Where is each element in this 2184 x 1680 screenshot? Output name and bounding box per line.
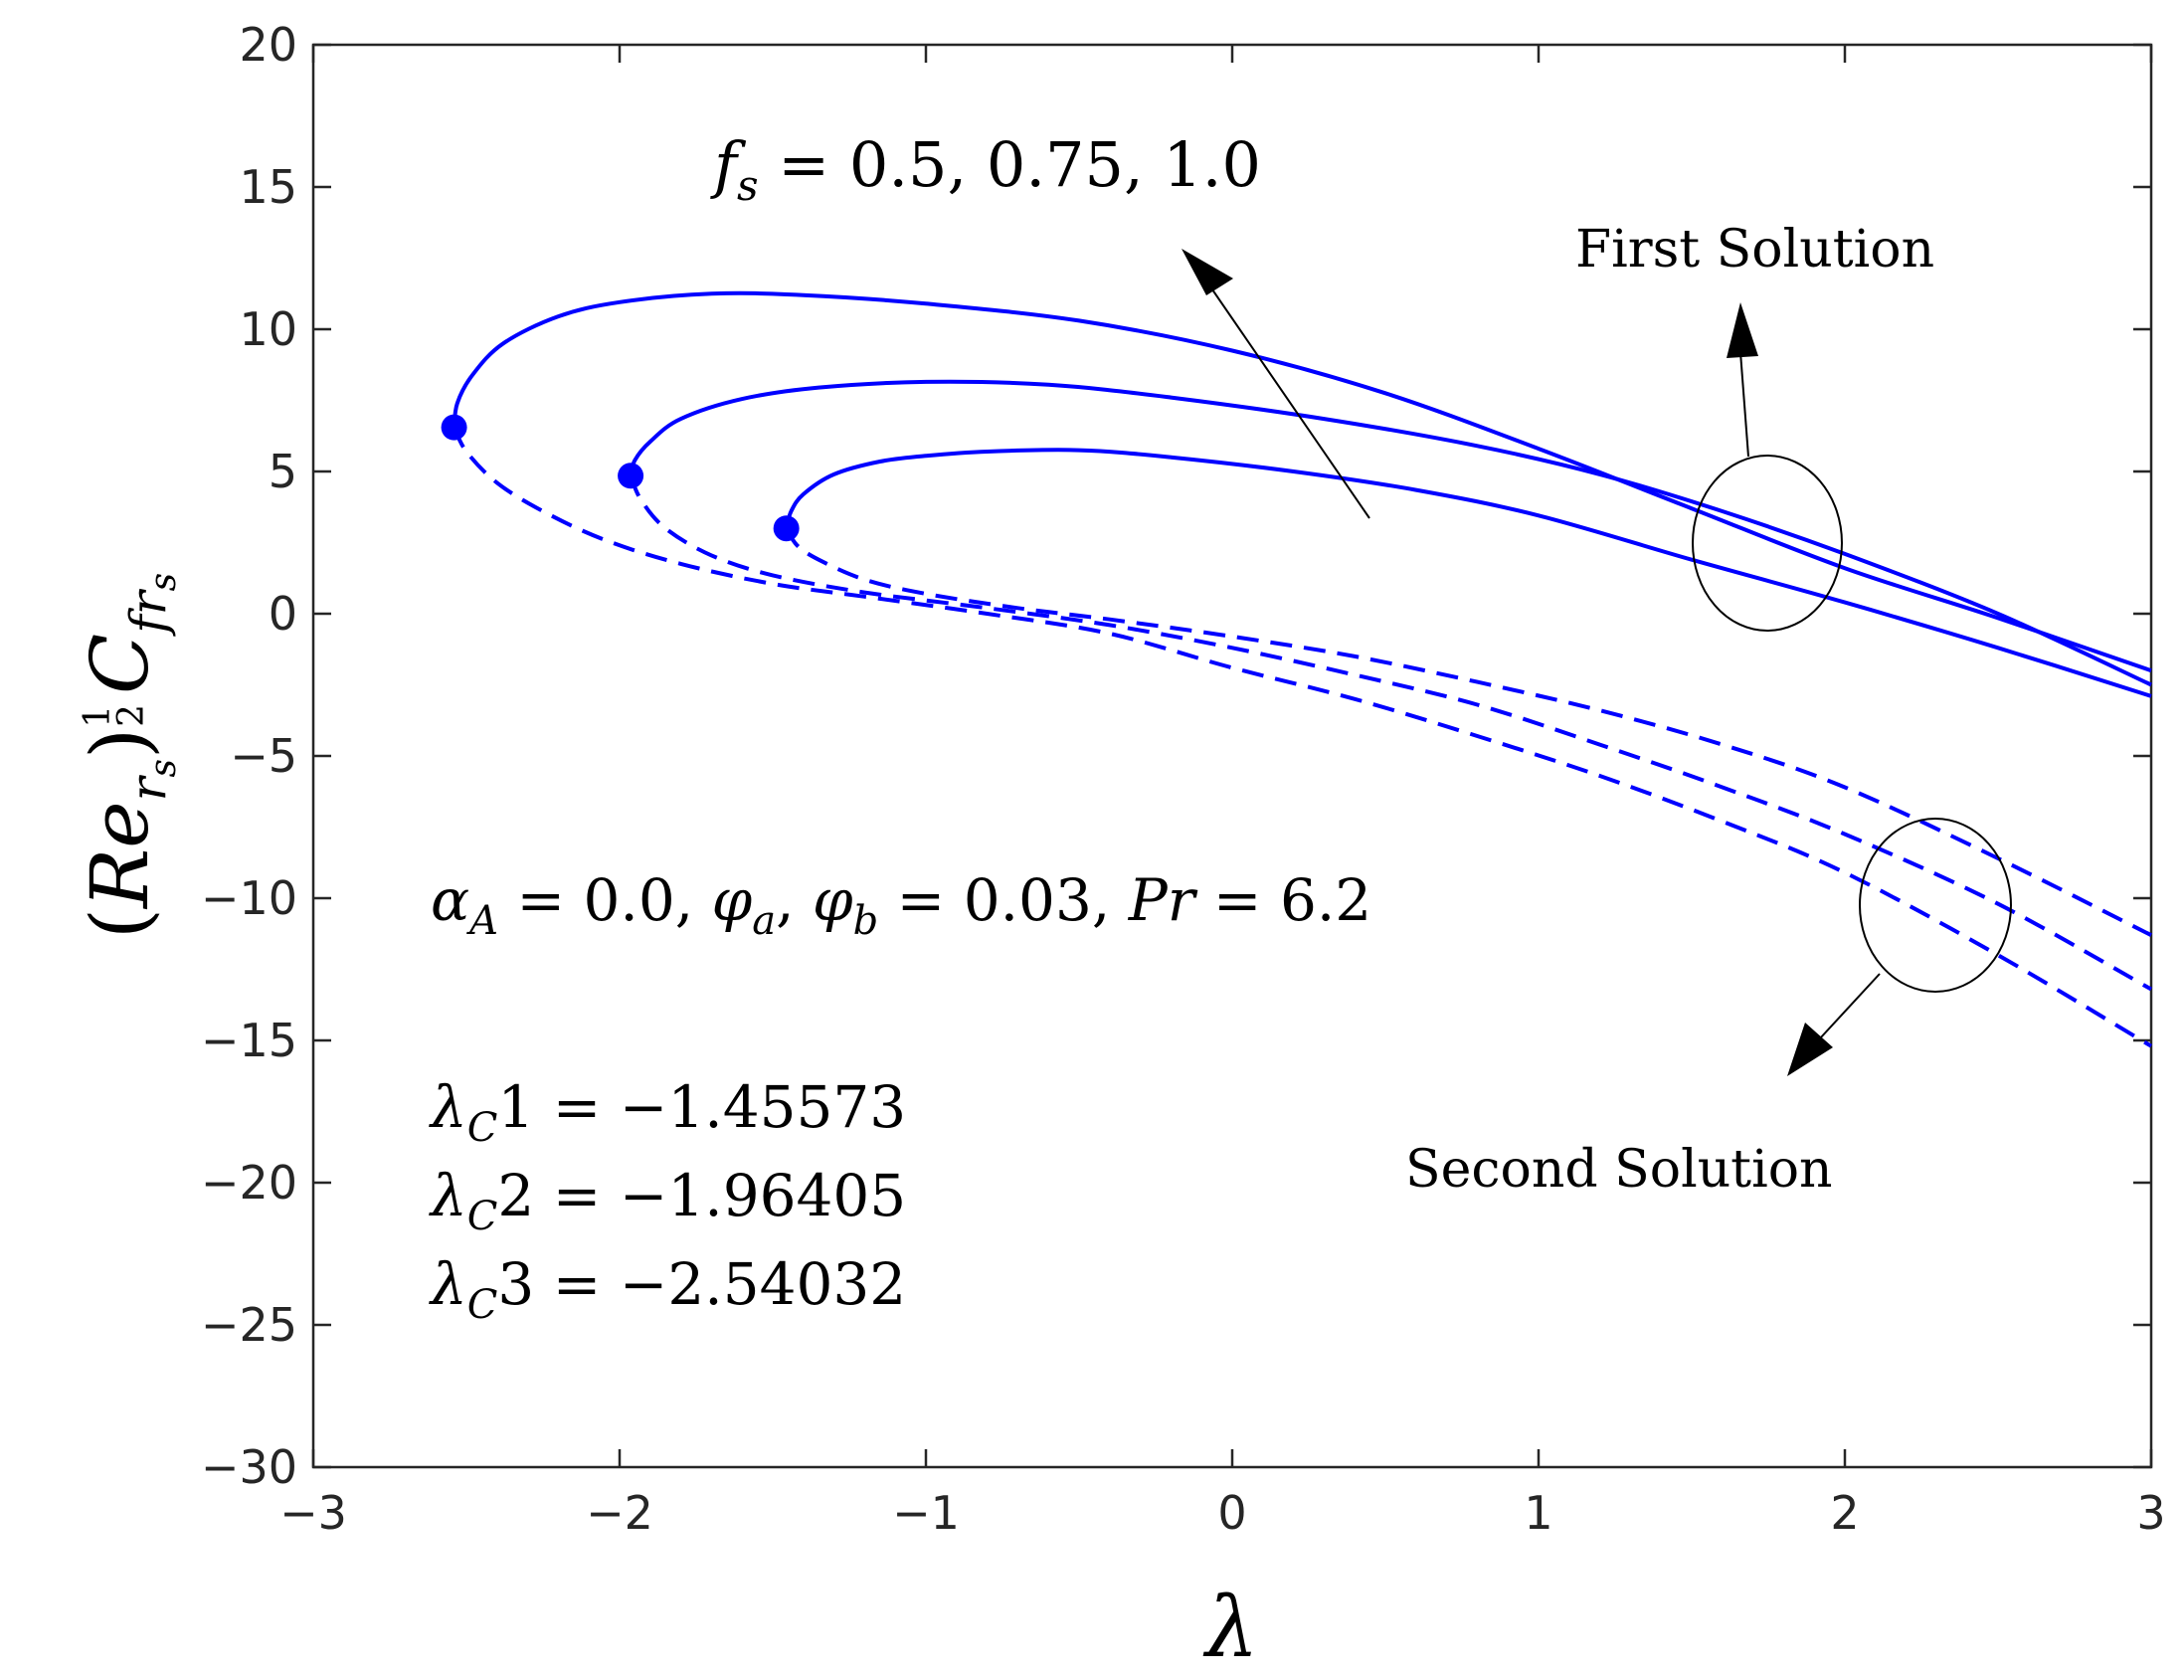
series-layer bbox=[452, 290, 2153, 1048]
y-tick-label: −5 bbox=[230, 729, 297, 783]
y-tick-label: −15 bbox=[201, 1014, 297, 1067]
second-solution-curve-1 bbox=[784, 527, 2152, 937]
critical-point-marker-3 bbox=[441, 414, 467, 441]
y-tick-label: −20 bbox=[201, 1156, 297, 1210]
critical-value-3: λC3 = −2.54032 bbox=[429, 1250, 906, 1328]
svg-text:(Rers)12Cfrs: (Rers)12Cfrs bbox=[74, 573, 184, 939]
critical-value-2: λC2 = −1.96405 bbox=[429, 1162, 906, 1239]
first-solution-arrow-line bbox=[1739, 351, 1749, 458]
second-solution-curve-3 bbox=[452, 426, 2153, 1048]
first-solution-ellipse bbox=[1692, 455, 1843, 632]
second-solution-label: Second Solution bbox=[1405, 1140, 1833, 1200]
y-tick-label: 0 bbox=[269, 587, 297, 641]
first-solution-curve-2 bbox=[629, 379, 2152, 687]
critical-point-marker-1 bbox=[773, 515, 800, 542]
second-solution-curve-2 bbox=[629, 474, 2152, 992]
y-tick-label: −30 bbox=[201, 1440, 297, 1494]
second-solution-arrow-line bbox=[1819, 973, 1881, 1039]
x-axis-label: λ bbox=[1202, 1579, 1258, 1676]
first-solution-arrowhead bbox=[1727, 302, 1758, 358]
y-tick-label: −25 bbox=[201, 1298, 297, 1352]
parameters-label: αA = 0.0, φa, φb = 0.03, Pr = 6.2 bbox=[431, 866, 1371, 944]
first-solution-curve-1 bbox=[784, 448, 2152, 698]
x-tick-label: 3 bbox=[2136, 1486, 2165, 1540]
fs-arrow-line bbox=[1202, 276, 1370, 519]
x-tick-label: −2 bbox=[586, 1486, 653, 1540]
x-tick-label: −3 bbox=[279, 1486, 347, 1540]
first-solution-curve-3 bbox=[452, 290, 2152, 673]
y-axis-label: (Rers)12Cfrs bbox=[74, 573, 184, 939]
y-tick-label: −10 bbox=[201, 871, 297, 925]
annotations-graphics bbox=[1182, 249, 2012, 1076]
fs-arrowhead bbox=[1182, 249, 1233, 295]
first-solution-label: First Solution bbox=[1575, 220, 1934, 280]
critical-values-block: λC1 = −1.45573 λC2 = −1.96405 λC3 = −2.5… bbox=[429, 1073, 906, 1328]
y-tick-label: 5 bbox=[269, 445, 297, 498]
x-tick-label: 0 bbox=[1217, 1486, 1246, 1540]
x-tick-label: 1 bbox=[1524, 1486, 1552, 1540]
x-tick-label: 2 bbox=[1830, 1486, 1859, 1540]
y-tick-label: 15 bbox=[239, 160, 297, 214]
critical-value-1: λC1 = −1.45573 bbox=[429, 1073, 906, 1151]
critical-point-marker-2 bbox=[618, 463, 644, 489]
second-solution-ellipse bbox=[1859, 818, 2012, 993]
y-tick-label: 10 bbox=[239, 302, 297, 356]
fs-values-label: fs = 0.5, 0.75, 1.0 bbox=[710, 128, 1261, 210]
second-solution-arrowhead bbox=[1787, 1023, 1833, 1076]
x-tick-label: −1 bbox=[892, 1486, 960, 1540]
y-tick-label: 20 bbox=[239, 18, 297, 72]
critical-point-markers bbox=[441, 414, 800, 542]
